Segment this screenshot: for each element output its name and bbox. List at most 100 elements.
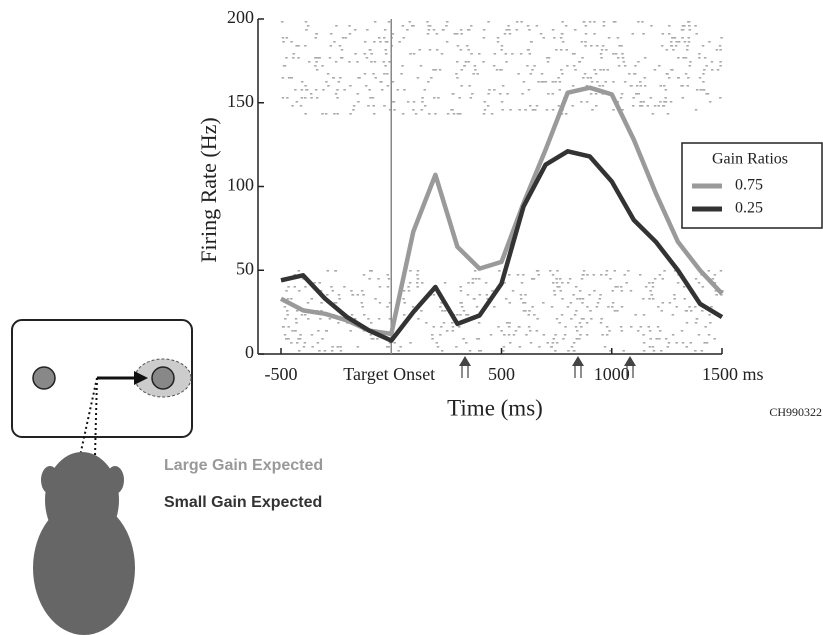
raster-dot: [605, 326, 609, 328]
raster-dot: [306, 302, 310, 304]
raster-dot: [594, 93, 598, 95]
raster-dot: [507, 25, 510, 27]
raster-dot: [364, 85, 368, 87]
raster-dot: [526, 25, 530, 27]
raster-dot: [661, 302, 664, 304]
raster-dot: [466, 294, 470, 296]
raster-dot: [402, 298, 405, 300]
raster-dot: [349, 113, 352, 115]
raster-dot: [421, 97, 424, 99]
raster-dot: [479, 350, 483, 352]
raster-dot: [518, 346, 522, 348]
raster-dot: [537, 274, 540, 276]
raster-dot: [599, 69, 602, 71]
raster-dot: [348, 61, 351, 63]
raster-dot: [300, 314, 304, 316]
raster-dot: [459, 49, 463, 51]
raster-dot: [403, 89, 406, 91]
raster-dot: [291, 105, 294, 107]
raster-dot: [387, 278, 391, 280]
raster-dot: [406, 101, 410, 103]
raster-dot: [487, 21, 490, 23]
raster-dot: [663, 85, 666, 87]
raster-dot: [295, 310, 299, 312]
raster-dot: [689, 342, 692, 344]
raster-dot: [286, 298, 290, 300]
raster-dot: [706, 93, 710, 95]
raster-dot: [348, 33, 352, 35]
raster-dot: [677, 57, 680, 59]
raster-dot: [621, 109, 624, 111]
raster-dot: [529, 105, 532, 107]
raster-dot: [378, 37, 381, 39]
raster-dot: [483, 101, 486, 103]
raster-dot: [573, 314, 577, 316]
raster-dot: [578, 338, 581, 340]
raster-dot: [293, 286, 296, 288]
raster-dot: [594, 73, 598, 75]
raster-dot: [416, 77, 420, 79]
raster-dot: [670, 41, 673, 43]
raster-dot: [440, 53, 444, 55]
raster-dot: [425, 322, 428, 324]
raster-dot: [667, 342, 671, 344]
raster-dot: [505, 61, 508, 63]
raster-dot: [336, 97, 339, 99]
raster-dot: [499, 93, 502, 95]
raster-dot: [695, 33, 698, 35]
raster-dot: [684, 73, 688, 75]
raster-dot: [558, 89, 561, 91]
raster-dot: [528, 310, 531, 312]
raster-dot: [318, 350, 321, 352]
raster-dot: [651, 113, 655, 115]
raster-dot: [535, 330, 539, 332]
raster-dot: [670, 69, 673, 71]
raster-dot: [307, 318, 310, 320]
raster-dot: [343, 89, 346, 91]
raster-dot: [304, 113, 307, 115]
raster-dot: [486, 105, 490, 107]
raster-dot: [478, 350, 481, 352]
raster-dot: [658, 274, 662, 276]
raster-dot: [486, 298, 489, 300]
raster-dot: [501, 85, 505, 87]
raster-dot: [716, 69, 720, 71]
raster-dot: [386, 73, 389, 75]
raster-dot: [451, 322, 454, 324]
raster-dot: [623, 65, 627, 67]
raster-dot: [343, 286, 346, 288]
raster-dot: [648, 330, 652, 332]
raster-dot: [356, 294, 359, 296]
raster-dot: [560, 314, 564, 316]
raster-dot: [651, 282, 655, 284]
raster-dot: [697, 282, 701, 284]
raster-dot: [600, 318, 603, 320]
raster-dot: [516, 274, 520, 276]
raster-dot: [370, 61, 373, 63]
raster-dot: [310, 298, 313, 300]
raster-dot: [601, 85, 605, 87]
raster-dot: [555, 342, 559, 344]
raster-dot: [650, 294, 653, 296]
raster-dot: [707, 334, 711, 336]
raster-dot: [477, 322, 481, 324]
raster-dot: [611, 302, 615, 304]
raster-dot: [383, 29, 387, 31]
raster: [281, 21, 724, 352]
raster-dot: [286, 314, 289, 316]
raster-dot: [600, 57, 603, 59]
raster-dot: [570, 346, 574, 348]
raster-dot: [333, 113, 336, 115]
raster-dot: [702, 81, 705, 83]
raster-dot: [326, 270, 329, 272]
raster-dot: [328, 318, 332, 320]
raster-dot: [589, 310, 592, 312]
raster-dot: [421, 101, 424, 103]
raster-dot: [565, 49, 568, 51]
y-tick-label: 0: [245, 342, 254, 362]
raster-dot: [616, 37, 620, 39]
raster-dot: [557, 77, 560, 79]
raster-dot: [595, 45, 599, 47]
raster-dot: [427, 25, 430, 27]
raster-dot: [368, 278, 371, 280]
